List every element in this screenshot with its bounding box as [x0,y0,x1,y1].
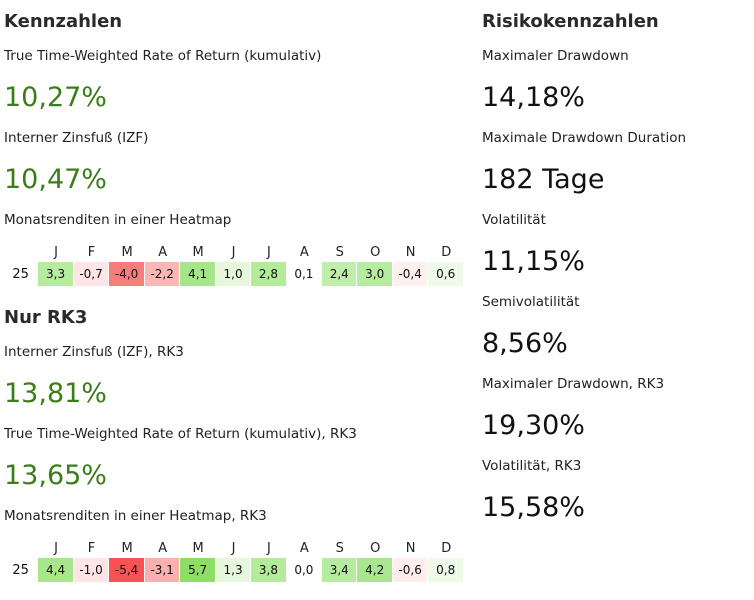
heatmap-month-header: J [267,540,271,556]
metric-value: 10,47% [4,164,107,195]
heatmap-cell: -4,0 [109,262,145,286]
heatmap-cell: 3,3 [38,262,74,286]
metric-value: 182 Tage [482,164,605,195]
heatmap-month-header: J [231,540,236,556]
heatmap-corner [4,538,38,558]
heatmap-row: 25 3,3 -0,7 -4,0 -2,2 4,1 1,0 2,8 0,1 2,4 3,0 -0,4… [4,262,464,286]
heatmap-year: 25 [4,558,39,582]
heatmap-cell: 3,8 [251,558,287,582]
risikokennzahlen-title: Risikokennzahlen [482,11,659,32]
heatmap-month-header: A [299,540,309,556]
heatmap-cell: 1,0 [215,262,252,286]
heatmap-cell: -0,4 [392,262,429,286]
heatmap-month-header: F [87,244,96,260]
heatmap-month-header: D [441,540,452,556]
heatmap-month-header: M [192,540,204,556]
metric-label: Maximaler Drawdown [482,48,629,64]
metric-value: 15,58% [482,492,585,523]
heatmap-cell: 3,0 [357,262,393,286]
heatmap-label: Monatsrenditen in einer Heatmap [4,212,232,228]
heatmap-cell: -0,7 [73,262,110,286]
heatmap-month-header: A [158,244,168,260]
heatmap-cell: 5,7 [180,558,216,582]
metric-value: 19,30% [482,410,585,441]
metric-value: 10,27% [4,82,107,113]
kennzahlen-title: Kennzahlen [4,11,123,32]
monthly-returns-heatmap: J F M A M J J A S O N D 25 3,3 -0,7 -4,0 -2,2 4,1 1,0 2,8… [4,242,464,286]
heatmap-month-header: J [267,244,271,260]
heatmap-cell: -0,6 [392,558,429,582]
metric-izf-rk3: Interner Zinsfuß (IZF), RK3 13,81% [4,343,464,412]
metric-max-drawdown-rk3: Maximaler Drawdown, RK3 19,30% [482,375,742,444]
monthly-returns-heatmap-rk3: J F M A M J J A S O N D 25 4,4 -1,0 -5,4 -3,1 5,7 1,3 3,8… [4,538,464,582]
metric-izf: Interner Zinsfuß (IZF) 10,47% [4,129,464,198]
heatmap-month-header: A [158,540,168,556]
heatmap-cell: 4,1 [180,262,216,286]
metric-value: 14,18% [482,82,585,113]
metric-value: 13,65% [4,460,107,491]
heatmap-cell: 2,4 [322,262,358,286]
heatmap-month-header: A [299,244,309,260]
heatmap-cell: 0,8 [428,558,464,582]
heatmap-cell: 0,0 [286,558,323,582]
metric-label: Maximaler Drawdown, RK3 [482,376,665,392]
heatmap-cell: -5,4 [109,558,145,582]
heatmap-section-rk3: Monatsrenditen in einer Heatmap, RK3 J F M… [4,507,464,582]
metric-volatility-rk3: Volatilität, RK3 15,58% [482,457,742,526]
metric-value: 8,56% [482,328,568,359]
heatmap-cell: 4,2 [357,558,393,582]
metric-label: Semivolatilität [482,294,580,310]
heatmap-section: Monatsrenditen in einer Heatmap J F M A M J J A… [4,211,464,286]
heatmap-cell: 1,3 [215,558,252,582]
heatmap-month-header: N [405,540,416,556]
heatmap-month-header: J [231,244,236,260]
heatmap-cell: 0,1 [286,262,323,286]
heatmap-month-header: F [87,540,96,556]
heatmap-month-header: M [121,540,133,556]
heatmap-year: 25 [4,262,39,286]
heatmap-month-header: J [54,244,58,260]
metric-value: 13,81% [4,378,107,409]
metric-ttwror-rk3: True Time-Weighted Rate of Return (kumul… [4,425,464,494]
heatmap-cell: 4,4 [38,558,74,582]
heatmap-month-header: M [192,244,204,260]
metric-label: Volatilität, RK3 [482,458,582,474]
heatmap-corner [4,242,38,262]
heatmap-month-header: D [441,244,452,260]
metric-label: Maximale Drawdown Duration [482,130,687,146]
heatmap-row: 25 4,4 -1,0 -5,4 -3,1 5,7 1,3 3,8 0,0 3,4 4,2 -0,6… [4,558,464,582]
metric-label: True Time-Weighted Rate of Return (kumul… [4,426,357,442]
metric-value: 11,15% [482,246,585,277]
metric-semivolatility: Semivolatilität 8,56% [482,293,742,362]
metric-max-drawdown: Maximaler Drawdown 14,18% [482,47,742,116]
heatmap-month-header: O [370,244,381,260]
metric-label: Volatilität [482,212,546,228]
metric-label: Interner Zinsfuß (IZF), RK3 [4,344,184,360]
heatmap-month-header: J [54,540,58,556]
metric-ttwror: True Time-Weighted Rate of Return (kumul… [4,47,464,116]
metric-volatility: Volatilität 11,15% [482,211,742,280]
heatmap-cell: 0,6 [428,262,464,286]
heatmap-cell: -3,1 [144,558,181,582]
heatmap-month-header: O [370,540,381,556]
metric-label: True Time-Weighted Rate of Return (kumul… [4,48,322,64]
heatmap-cell: 3,4 [322,558,358,582]
nur-rk3-title: Nur RK3 [4,307,88,328]
heatmap-month-header: S [335,244,344,260]
heatmap-cell: -2,2 [144,262,181,286]
heatmap-month-header: M [121,244,133,260]
heatmap-cell: 2,8 [251,262,287,286]
heatmap-month-header: N [405,244,416,260]
heatmap-label: Monatsrenditen in einer Heatmap, RK3 [4,508,267,524]
metric-max-drawdown-duration: Maximale Drawdown Duration 182 Tage [482,129,742,198]
metric-label: Interner Zinsfuß (IZF) [4,130,149,146]
heatmap-month-header: S [335,540,344,556]
heatmap-cell: -1,0 [73,558,110,582]
